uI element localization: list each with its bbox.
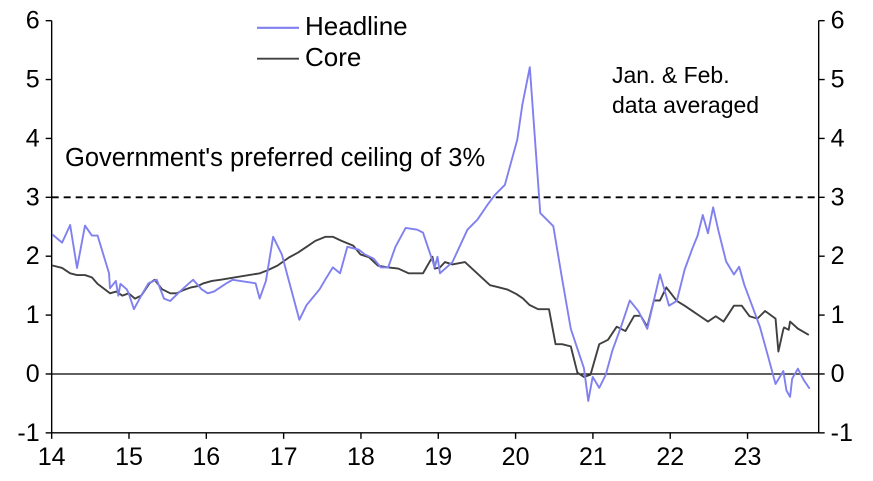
svg-text:Core: Core xyxy=(305,42,361,72)
svg-text:Headline: Headline xyxy=(305,11,408,41)
